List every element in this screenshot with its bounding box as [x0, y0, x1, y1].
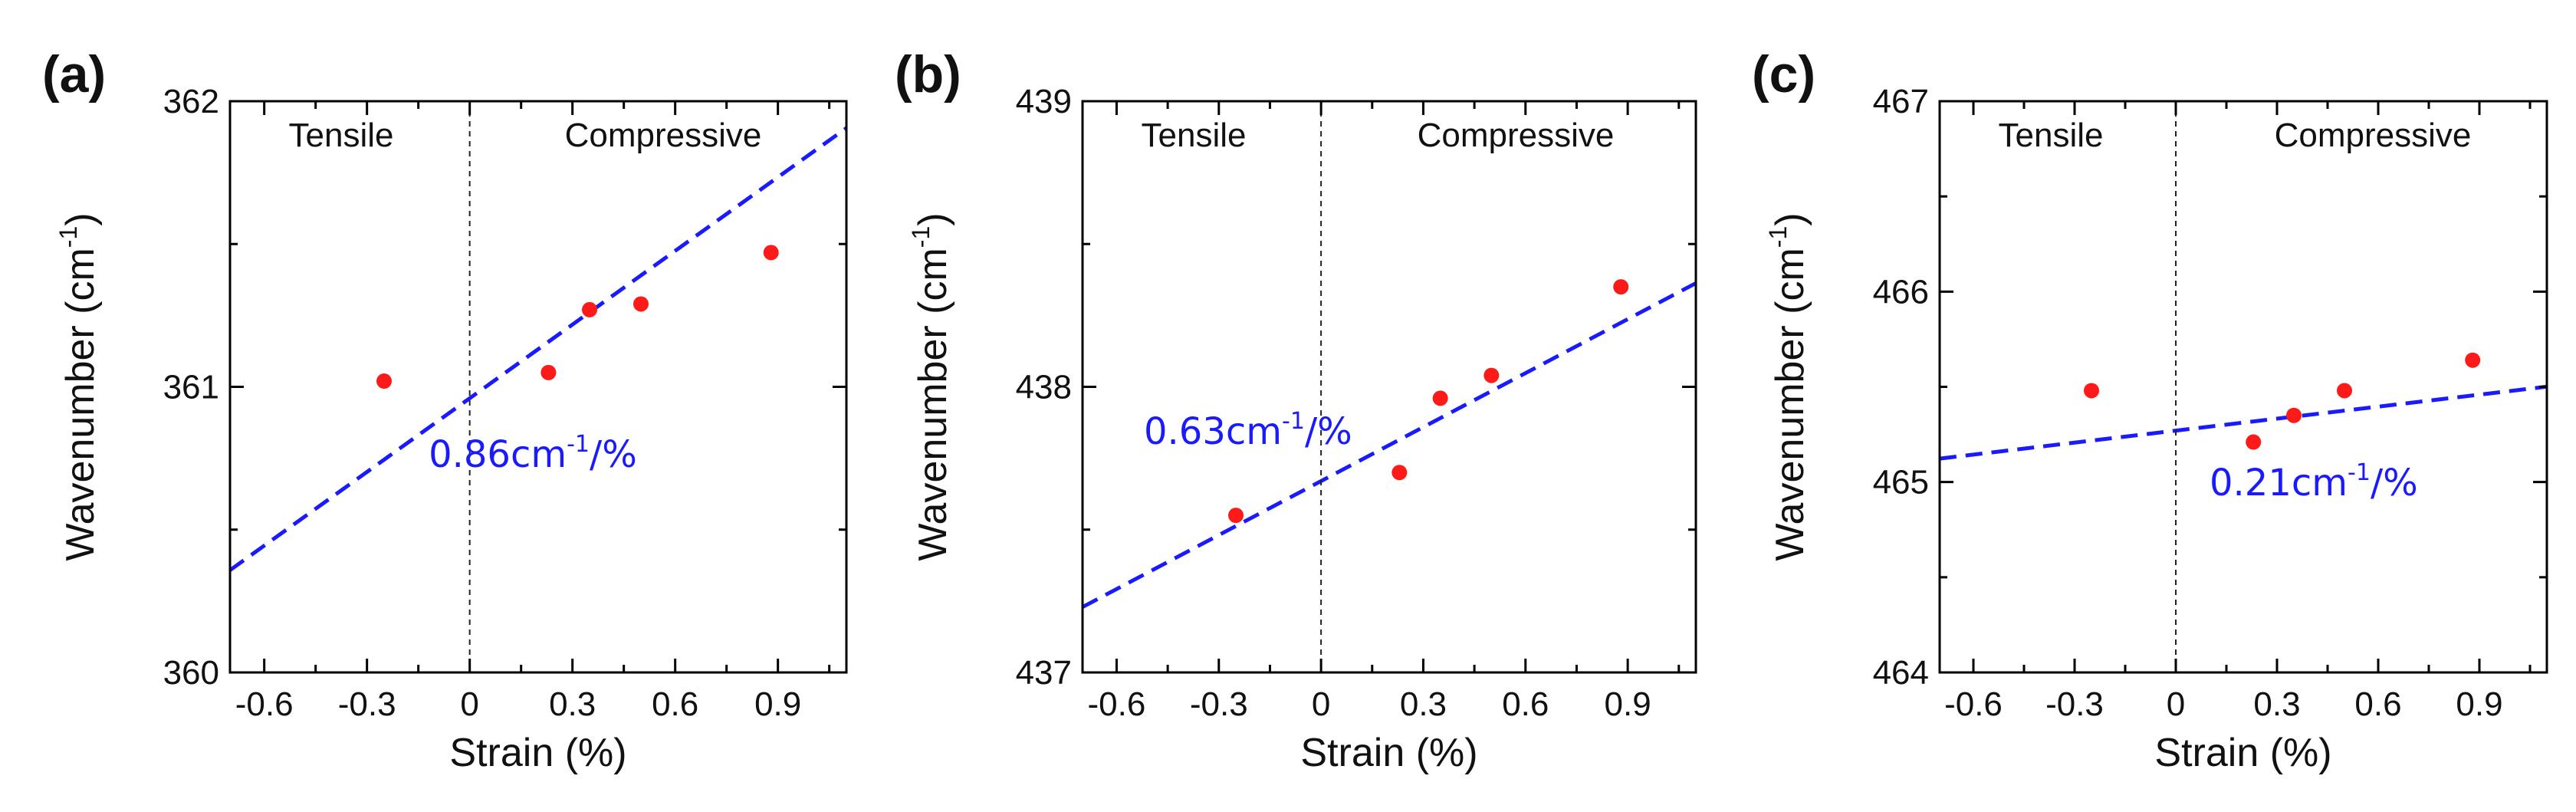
region-label-compressive: Compressive	[2275, 117, 2472, 154]
y-axis-title-exponent: -1	[54, 226, 82, 248]
x-tick-label: 0.6	[2354, 685, 2401, 723]
x-tick-label: 0.3	[1400, 685, 1447, 723]
x-tick-label: 0	[460, 685, 478, 723]
slope-value: 0.86cm	[429, 433, 567, 476]
y-axis-title-end: )	[911, 212, 955, 225]
chart-panel-3: (c) -0.6 -0.3 0 0.3 0.6 0.9 464 465 466 467 Tensile…	[1752, 45, 2548, 775]
slope-unit-exponent: -1	[1282, 408, 1305, 435]
fit-line	[230, 126, 846, 572]
region-label-compressive: Compressive	[565, 117, 762, 154]
slope-annotation: 0.63cm-1/%	[1144, 408, 1352, 453]
region-label-tensile: Tensile	[1142, 117, 1247, 154]
data-point	[2465, 352, 2481, 368]
data-point	[1484, 367, 1500, 383]
data-point	[540, 364, 557, 380]
x-tick-label: 0.6	[652, 685, 698, 723]
y-tick-label: 439	[1016, 83, 1072, 120]
data-point	[582, 301, 597, 317]
data-point	[1432, 390, 1448, 406]
region-label-tensile: Tensile	[1999, 117, 2104, 154]
x-tick-label: -0.6	[235, 685, 294, 723]
y-tick-label: 465	[1873, 464, 1929, 501]
slope-annotation: 0.21cm-1/%	[2210, 459, 2418, 505]
y-axis-title: Wavenumber (cm-1)	[907, 212, 955, 561]
plot-frame	[1081, 100, 1697, 674]
y-axis-title-end: )	[58, 212, 103, 225]
x-tick-label: 0.9	[2456, 685, 2502, 723]
slope-unit-suffix: /%	[2371, 462, 2418, 505]
y-axis-title-exponent: -1	[907, 226, 935, 248]
x-tick-label: 0	[1312, 685, 1330, 723]
data-point	[2246, 434, 2262, 450]
slope-unit-exponent: -1	[567, 431, 590, 458]
y-axis-title: Wavenumber (cm-1)	[1764, 212, 1812, 561]
y-tick-label: 467	[1873, 83, 1929, 120]
x-tick-label: -0.6	[1088, 685, 1146, 723]
data-point	[2337, 383, 2352, 399]
y-axis-title-main: Wavenumber (cm	[58, 248, 103, 561]
fit-line	[1083, 281, 1696, 609]
data-point	[763, 245, 779, 261]
data-point	[376, 373, 392, 390]
y-axis-title-end: )	[1768, 212, 1812, 225]
x-tick-label: 0.3	[549, 685, 596, 723]
plot-frame	[1938, 100, 2548, 674]
data-point	[2286, 407, 2302, 423]
data-point	[1613, 279, 1629, 295]
plot-frame	[228, 100, 848, 674]
chart-panel-2: (b) -0.6 -0.3 0 0.3 0.6 0.9 437 438 439 Tensile Com…	[895, 45, 1697, 775]
x-tick-label: -0.3	[2045, 685, 2104, 723]
y-tick-label: 466	[1873, 273, 1929, 311]
data-point	[633, 296, 649, 312]
slope-value: 0.63cm	[1144, 410, 1282, 453]
x-tick-label: 0.9	[1605, 685, 1651, 723]
y-tick-label: 361	[163, 369, 219, 406]
y-tick-label: 438	[1016, 369, 1072, 406]
chart-panel-1: (a) -0.6 -0.3 0 0.3 0.6 0.9 360 361 362 Tensile Com…	[42, 45, 848, 775]
x-tick-label: -0.3	[338, 685, 396, 723]
slope-unit-suffix: /%	[590, 433, 637, 476]
x-tick-label: 0.9	[754, 685, 801, 723]
slope-value: 0.21cm	[2210, 462, 2348, 505]
data-point	[1392, 465, 1408, 481]
y-tick-label: 360	[163, 654, 219, 692]
x-axis-title: Strain (%)	[2154, 731, 2331, 775]
y-axis-title: Wavenumber (cm-1)	[54, 212, 103, 561]
y-axis-title-main: Wavenumber (cm	[911, 248, 955, 561]
y-tick-label: 362	[163, 83, 219, 120]
x-axis-title: Strain (%)	[449, 731, 626, 775]
y-tick-label: 437	[1016, 654, 1072, 692]
y-tick-label: 464	[1873, 654, 1929, 692]
slope-annotation: 0.86cm-1/%	[429, 431, 637, 476]
fit-line	[1940, 384, 2547, 461]
slope-unit-exponent: -1	[2348, 459, 2371, 486]
panel-label: (c)	[1752, 45, 1815, 104]
slope-unit-suffix: /%	[1305, 410, 1352, 453]
region-label-compressive: Compressive	[1418, 117, 1615, 154]
panel-label: (b)	[895, 45, 961, 104]
panel-label: (a)	[42, 45, 106, 104]
data-point	[1228, 508, 1244, 524]
x-tick-label: -0.6	[1944, 685, 2003, 723]
y-axis-title-main: Wavenumber (cm	[1768, 248, 1812, 561]
x-axis-title: Strain (%)	[1300, 731, 1477, 775]
data-point	[2084, 383, 2099, 399]
x-tick-label: 0	[2167, 685, 2185, 723]
region-label-tensile: Tensile	[289, 117, 394, 154]
x-tick-label: 0.3	[2253, 685, 2300, 723]
y-axis-title-exponent: -1	[1764, 226, 1792, 248]
x-tick-label: 0.6	[1502, 685, 1549, 723]
x-tick-label: -0.3	[1190, 685, 1248, 723]
